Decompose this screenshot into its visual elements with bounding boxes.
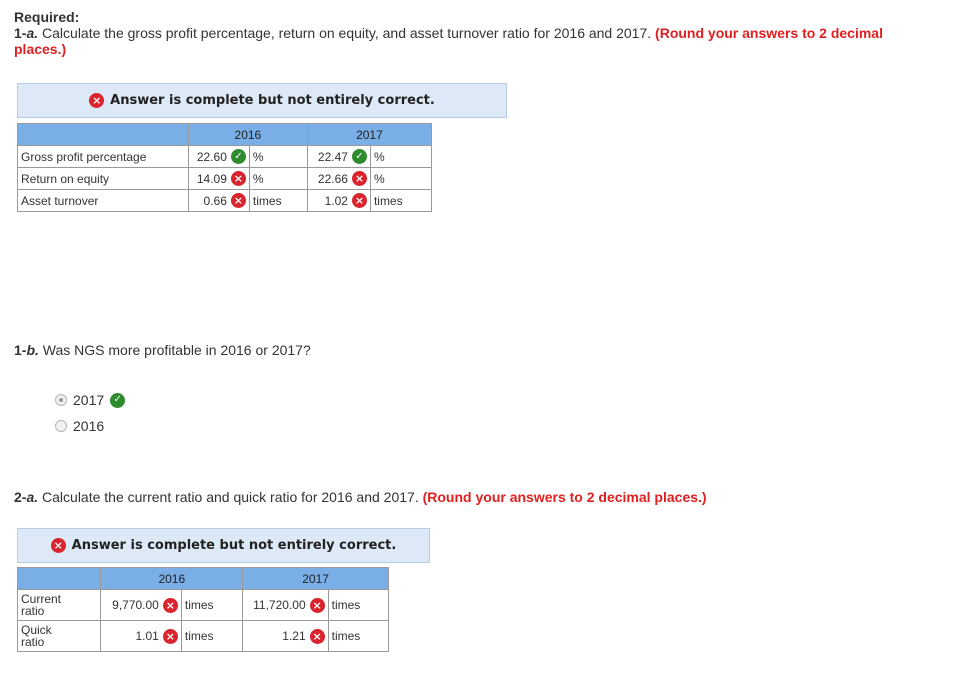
row-label-line2: ratio xyxy=(21,635,45,649)
ratio-table-2: 2016 2017 Current ratio 9,770.00 × times … xyxy=(16,567,390,652)
answer-cell-2016[interactable]: 0.66 × xyxy=(187,189,250,212)
answer-status-banner: × Answer is complete but not entirely co… xyxy=(17,83,507,118)
answer-value: 1.01 xyxy=(135,629,159,643)
answer-value: 1.21 xyxy=(282,629,306,643)
incorrect-icon: × xyxy=(309,597,325,613)
table-row: Gross profit percentage 22.60 ✓ % 22.47 ✓ … xyxy=(17,145,433,168)
table-header-2016: 2016 xyxy=(187,123,308,146)
answer-value: 0.66 xyxy=(203,193,227,208)
question-1b-letter: b. xyxy=(26,342,39,358)
required-label: Required: xyxy=(14,9,80,25)
answer-cell-2017[interactable]: 11,720.00 × xyxy=(242,589,329,621)
answer-status-text: Answer is complete but not entirely corr… xyxy=(110,93,435,108)
row-label: Current ratio xyxy=(16,589,102,621)
question-1b-text: Was NGS more profitable in 2016 or 2017? xyxy=(38,342,311,358)
unit-cell: % xyxy=(248,145,308,168)
unit-cell: % xyxy=(369,167,433,190)
question-1a: 1-a. Calculate the gross profit percenta… xyxy=(14,25,934,57)
question-2a-round-note: (Round your answers to 2 decimal places.… xyxy=(422,489,707,505)
question-2a-letter: a. xyxy=(26,489,39,505)
table-header-blank xyxy=(16,567,102,590)
answer-cell-2017[interactable]: 22.66 × xyxy=(306,167,371,190)
unit-cell: times xyxy=(369,189,433,212)
answer-value: 9,770.00 xyxy=(112,598,159,612)
correct-icon: ✓ xyxy=(230,149,246,164)
incorrect-icon: × xyxy=(89,93,105,108)
unit-cell: times xyxy=(180,589,244,621)
answer-status-text: Answer is complete but not entirely corr… xyxy=(71,538,397,553)
table-row: Return on equity 14.09 × % 22.66 × % xyxy=(17,167,433,190)
answer-value: 22.60 xyxy=(196,149,227,164)
option-2016[interactable]: 2016 xyxy=(55,418,104,434)
answer-value: 14.09 xyxy=(196,171,227,186)
unit-cell: % xyxy=(248,167,308,190)
incorrect-icon: × xyxy=(351,193,367,208)
incorrect-icon: × xyxy=(50,538,66,553)
answer-value: 11,720.00 xyxy=(253,598,306,612)
question-1b: 1-b. Was NGS more profitable in 2016 or … xyxy=(14,342,311,358)
unit-cell: % xyxy=(369,145,433,168)
row-label: Quick ratio xyxy=(16,620,102,652)
incorrect-icon: × xyxy=(230,193,246,208)
correct-icon: ✓ xyxy=(110,392,126,408)
table-row: Current ratio 9,770.00 × times 11,720.00 ×… xyxy=(16,589,390,621)
question-1a-letter: a. xyxy=(26,25,39,41)
table-row: Quick ratio 1.01 × times 1.21 × times xyxy=(16,620,390,652)
row-label-line1: Quick xyxy=(21,623,52,637)
question-2a-prefix: 2- xyxy=(14,489,27,505)
question-2a-text: Calculate the current ratio and quick ra… xyxy=(38,489,419,505)
answer-value: 22.47 xyxy=(317,149,348,164)
answer-cell-2016[interactable]: 14.09 × xyxy=(187,167,250,190)
correct-icon: ✓ xyxy=(351,149,367,164)
answer-value: 22.66 xyxy=(317,171,348,186)
row-label: Asset turnover xyxy=(17,189,189,212)
option-label: 2016 xyxy=(73,418,105,434)
question-1a-prefix: 1- xyxy=(14,25,27,41)
unit-cell: times xyxy=(248,189,308,212)
option-2017[interactable]: 2017 ✓ xyxy=(55,392,126,408)
table-header-2016: 2016 xyxy=(100,567,244,590)
answer-status-banner: × Answer is complete but not entirely co… xyxy=(17,528,430,563)
table-header-2017: 2017 xyxy=(242,567,389,590)
answer-cell-2016[interactable]: 9,770.00 × xyxy=(100,589,182,621)
question-1a-text: Calculate the gross profit percentage, r… xyxy=(38,25,652,41)
radio-button[interactable] xyxy=(55,420,67,432)
unit-cell: times xyxy=(180,620,244,652)
incorrect-icon: × xyxy=(230,171,246,186)
row-label: Return on equity xyxy=(17,167,189,190)
radio-button-selected[interactable] xyxy=(55,394,67,406)
answer-cell-2016[interactable]: 22.60 ✓ xyxy=(187,145,250,168)
table-header-row: 2016 2017 xyxy=(17,123,433,146)
table-header-2017: 2017 xyxy=(306,123,433,146)
table-row: Asset turnover 0.66 × times 1.02 × times xyxy=(17,189,433,212)
row-label: Gross profit percentage xyxy=(17,145,189,168)
answer-cell-2016[interactable]: 1.01 × xyxy=(100,620,182,652)
incorrect-icon: × xyxy=(309,628,325,644)
table-header-blank xyxy=(17,123,189,146)
incorrect-icon: × xyxy=(162,628,178,644)
unit-cell: times xyxy=(327,620,390,652)
incorrect-icon: × xyxy=(351,171,367,186)
question-1b-prefix: 1- xyxy=(14,342,27,358)
answer-cell-2017[interactable]: 22.47 ✓ xyxy=(306,145,371,168)
option-label: 2017 xyxy=(73,392,105,408)
answer-cell-2017[interactable]: 1.02 × xyxy=(306,189,371,212)
ratio-table-1: 2016 2017 Gross profit percentage 22.60 ✓… xyxy=(17,123,433,212)
row-label-line1: Current xyxy=(21,592,62,606)
row-label-line2: ratio xyxy=(21,604,45,618)
answer-value: 1.02 xyxy=(324,193,348,208)
table-header-row: 2016 2017 xyxy=(16,567,389,590)
unit-cell: times xyxy=(327,589,390,621)
question-2a: 2-a. Calculate the current ratio and qui… xyxy=(14,489,934,505)
question-1a-round-note: (Round your answers to 2 decimal places.… xyxy=(14,25,883,57)
incorrect-icon: × xyxy=(162,597,178,613)
answer-cell-2017[interactable]: 1.21 × xyxy=(242,620,329,652)
